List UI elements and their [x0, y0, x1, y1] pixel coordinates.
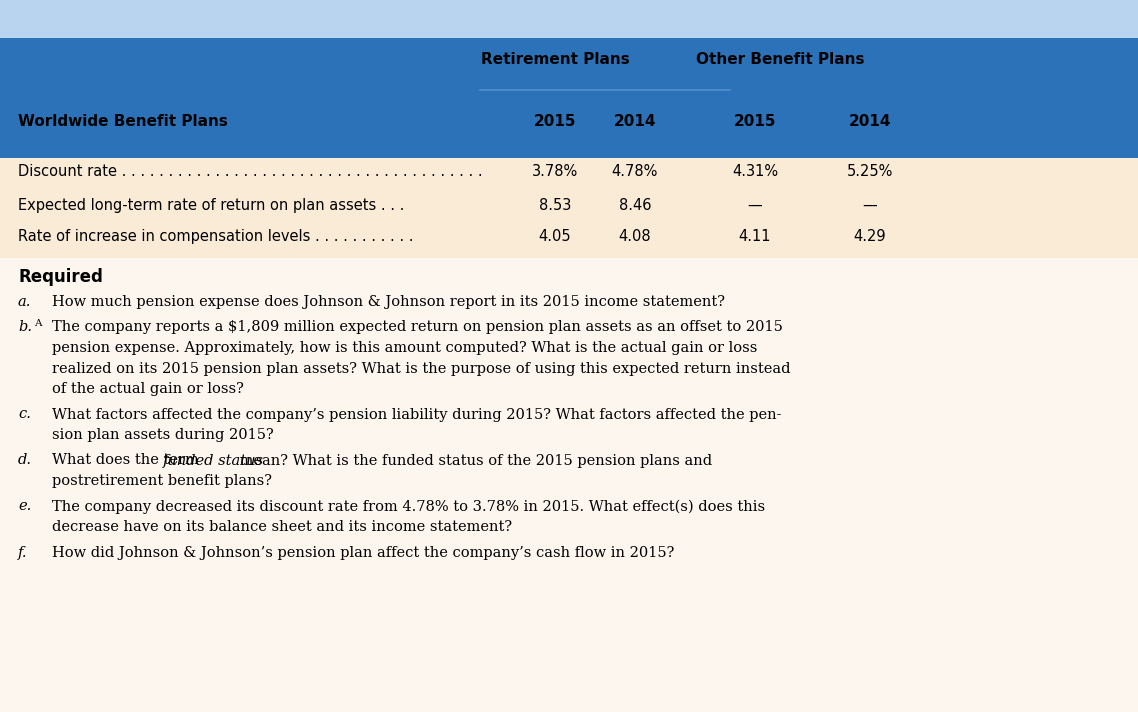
Text: decrease have on its balance sheet and its income statement?: decrease have on its balance sheet and i…: [52, 520, 512, 534]
Text: Expected long-term rate of return on plan assets . . .: Expected long-term rate of return on pla…: [18, 197, 404, 212]
Text: b.: b.: [18, 320, 32, 335]
Text: postretirement benefit plans?: postretirement benefit plans?: [52, 474, 272, 488]
Text: 4.29: 4.29: [854, 229, 887, 244]
Text: sion plan assets during 2015?: sion plan assets during 2015?: [52, 428, 274, 442]
Text: —: —: [863, 197, 877, 212]
Text: Other Benefit Plans: Other Benefit Plans: [695, 53, 864, 68]
Text: Retirement Plans: Retirement Plans: [480, 53, 629, 68]
Text: Worldwide Benefit Plans: Worldwide Benefit Plans: [18, 113, 228, 128]
Text: Required: Required: [18, 268, 102, 286]
Text: 4.08: 4.08: [619, 229, 651, 244]
Text: mean? What is the funded status of the 2015 pension plans and: mean? What is the funded status of the 2…: [234, 454, 711, 468]
Bar: [0, 0, 1138, 35]
Text: 4.31%: 4.31%: [732, 164, 778, 179]
Text: 5.25%: 5.25%: [847, 164, 893, 179]
Text: Discount rate . . . . . . . . . . . . . . . . . . . . . . . . . . . . . . . . . : Discount rate . . . . . . . . . . . . . …: [18, 164, 483, 179]
Text: 2014: 2014: [849, 113, 891, 128]
Text: How much pension expense does Johnson & Johnson report in its 2015 income statem: How much pension expense does Johnson & …: [52, 295, 725, 309]
Text: funded status: funded status: [163, 454, 264, 468]
Text: 3.78%: 3.78%: [531, 164, 578, 179]
Text: c.: c.: [18, 407, 31, 422]
Text: What factors affected the company’s pension liability during 2015? What factors : What factors affected the company’s pens…: [52, 407, 782, 422]
Text: of the actual gain or loss?: of the actual gain or loss?: [52, 382, 244, 396]
Text: d.: d.: [18, 454, 32, 468]
Text: 2014: 2014: [613, 113, 657, 128]
Text: —: —: [748, 197, 762, 212]
Text: 2015: 2015: [534, 113, 576, 128]
Text: The company decreased its discount rate from 4.78% to 3.78% in 2015. What effect: The company decreased its discount rate …: [52, 500, 765, 514]
Text: a.: a.: [18, 295, 32, 309]
Text: pension expense. Approximately, how is this amount computed? What is the actual : pension expense. Approximately, how is t…: [52, 341, 758, 355]
Text: e.: e.: [18, 500, 31, 513]
Bar: [0, 0, 1138, 38]
Text: 2015: 2015: [734, 113, 776, 128]
Bar: [0, 38, 1138, 158]
Text: A: A: [34, 318, 41, 328]
Text: realized on its 2015 pension plan assets? What is the purpose of using this expe: realized on its 2015 pension plan assets…: [52, 362, 791, 375]
Text: 8.46: 8.46: [619, 197, 651, 212]
Text: 4.11: 4.11: [739, 229, 772, 244]
Bar: [0, 158, 1138, 258]
Text: What does the term: What does the term: [52, 454, 204, 468]
Text: 4.05: 4.05: [538, 229, 571, 244]
Text: The company reports a $1,809 million expected return on pension plan assets as a: The company reports a $1,809 million exp…: [52, 320, 783, 335]
Text: 4.78%: 4.78%: [612, 164, 658, 179]
Text: f.: f.: [18, 545, 27, 560]
Text: Rate of increase in compensation levels . . . . . . . . . . .: Rate of increase in compensation levels …: [18, 229, 413, 244]
Text: 8.53: 8.53: [538, 197, 571, 212]
Text: How did Johnson & Johnson’s pension plan affect the company’s cash flow in 2015?: How did Johnson & Johnson’s pension plan…: [52, 545, 675, 560]
